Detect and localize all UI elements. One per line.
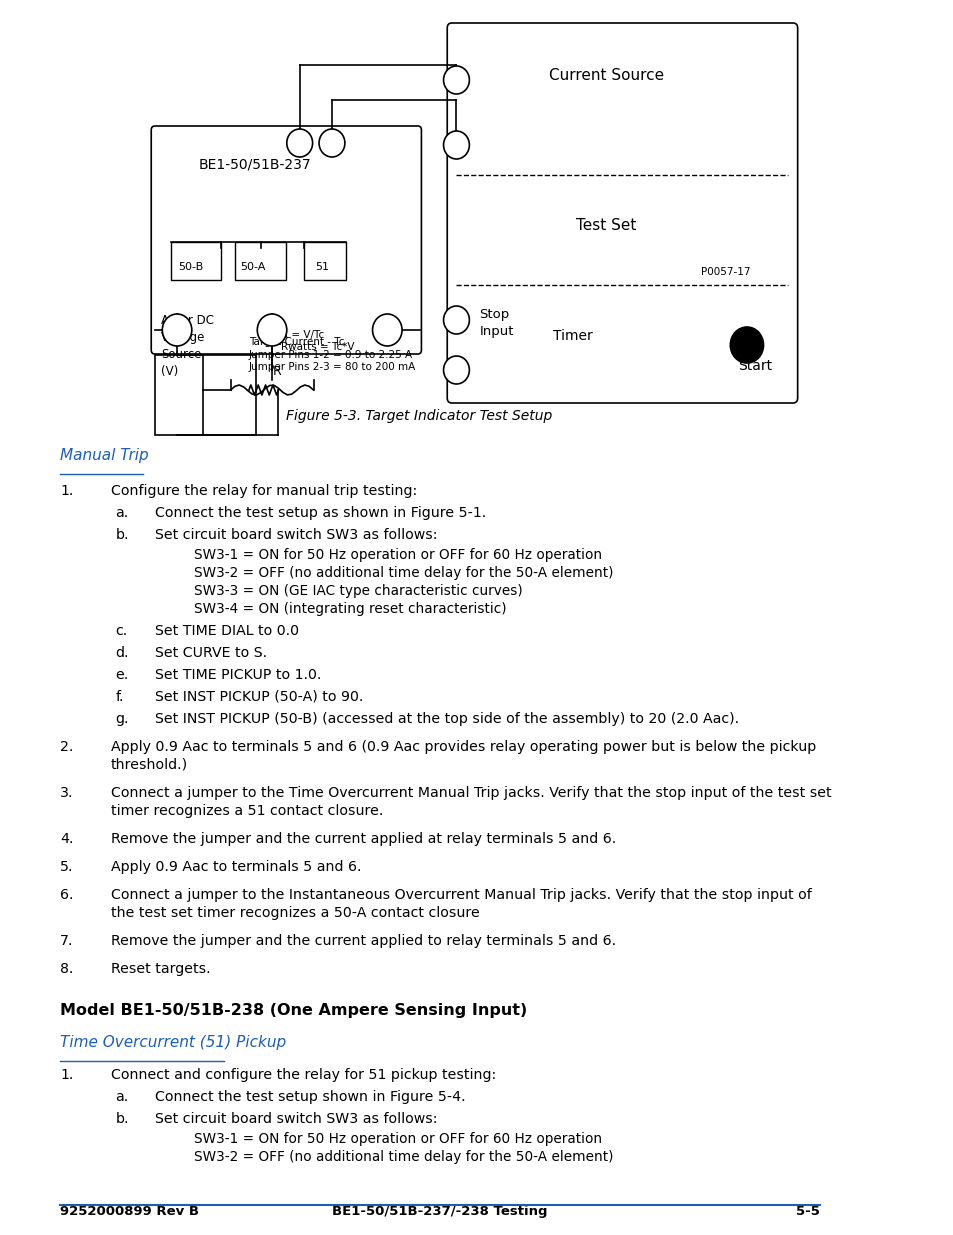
Text: Set CURVE to S.: Set CURVE to S.: [154, 646, 267, 659]
Text: Set INST PICKUP (50-A) to 90.: Set INST PICKUP (50-A) to 90.: [154, 690, 363, 704]
Circle shape: [257, 314, 287, 346]
Text: b.: b.: [115, 1112, 129, 1126]
Text: a.: a.: [115, 1091, 129, 1104]
Text: Figure 5-3. Target Indicator Test Setup: Figure 5-3. Target Indicator Test Setup: [286, 409, 552, 424]
Bar: [234, 242, 286, 280]
Circle shape: [162, 314, 192, 346]
Text: g.: g.: [115, 713, 129, 726]
Circle shape: [443, 306, 469, 333]
Text: 5: 5: [295, 137, 304, 149]
Text: BE1-50/51B-237: BE1-50/51B-237: [198, 157, 311, 170]
Text: 9252000899 Rev B: 9252000899 Rev B: [60, 1205, 199, 1218]
Text: 3.: 3.: [60, 785, 73, 800]
Text: Reset targets.: Reset targets.: [111, 962, 210, 976]
Text: 1.: 1.: [60, 484, 73, 498]
Text: 50-B: 50-B: [178, 262, 203, 272]
Text: 1: 1: [383, 324, 391, 337]
Text: Configure the relay for manual trip testing:: Configure the relay for manual trip test…: [111, 484, 416, 498]
Circle shape: [287, 128, 313, 157]
Text: P0057-17: P0057-17: [700, 267, 750, 277]
Text: R: R: [273, 366, 281, 378]
Text: Set circuit board switch SW3 as follows:: Set circuit board switch SW3 as follows:: [154, 529, 437, 542]
Circle shape: [318, 128, 345, 157]
Bar: [304, 242, 345, 280]
Circle shape: [730, 327, 762, 363]
Text: f.: f.: [115, 690, 124, 704]
Text: SW3-4 = ON (integrating reset characteristic): SW3-4 = ON (integrating reset characteri…: [193, 601, 506, 616]
Text: Current Source: Current Source: [548, 68, 663, 83]
Text: 5-5: 5-5: [795, 1205, 819, 1218]
Circle shape: [443, 131, 469, 159]
Text: Start: Start: [737, 359, 771, 373]
Text: 50-A: 50-A: [239, 262, 265, 272]
FancyBboxPatch shape: [447, 23, 797, 403]
Text: e.: e.: [115, 668, 129, 682]
Text: threshold.): threshold.): [111, 758, 188, 772]
Text: Remove the jumper and the current applied to relay terminals 5 and 6.: Remove the jumper and the current applie…: [111, 934, 615, 948]
Text: Connect a jumper to the Time Overcurrent Manual Trip jacks. Verify that the stop: Connect a jumper to the Time Overcurrent…: [111, 785, 830, 800]
Text: 2: 2: [268, 324, 276, 337]
Text: 1.: 1.: [60, 1068, 73, 1082]
Text: SW3-2 = OFF (no additional time delay for the 50-A element): SW3-2 = OFF (no additional time delay fo…: [193, 566, 613, 580]
Text: AC or DC
Voltage
Source
(V): AC or DC Voltage Source (V): [161, 314, 214, 378]
Text: Apply 0.9 Aac to terminals 5 and 6.: Apply 0.9 Aac to terminals 5 and 6.: [111, 860, 361, 874]
Text: timer recognizes a 51 contact closure.: timer recognizes a 51 contact closure.: [111, 804, 383, 818]
Text: d.: d.: [115, 646, 129, 659]
Text: Connect a jumper to the Instantaneous Overcurrent Manual Trip jacks. Verify that: Connect a jumper to the Instantaneous Ov…: [111, 888, 811, 902]
Text: a.: a.: [115, 506, 129, 520]
Text: 6.: 6.: [60, 888, 73, 902]
Text: c.: c.: [115, 624, 128, 638]
Text: Connect and configure the relay for 51 pickup testing:: Connect and configure the relay for 51 p…: [111, 1068, 496, 1082]
Circle shape: [443, 65, 469, 94]
Text: 2.: 2.: [60, 740, 73, 755]
Text: Set TIME PICKUP to 1.0.: Set TIME PICKUP to 1.0.: [154, 668, 321, 682]
Text: Stop
Input: Stop Input: [479, 308, 514, 338]
Text: 4.: 4.: [60, 832, 73, 846]
Text: Connect the test setup as shown in Figure 5-1.: Connect the test setup as shown in Figur…: [154, 506, 486, 520]
Text: Connect the test setup shown in Figure 5-4.: Connect the test setup shown in Figure 5…: [154, 1091, 465, 1104]
Text: the test set timer recognizes a 50-A contact closure: the test set timer recognizes a 50-A con…: [111, 906, 479, 920]
Text: Target Current - Tc
Jumper Pins 1-2 = 0.9 to 2.25 A
Jumper Pins 2-3 = 80 to 200 : Target Current - Tc Jumper Pins 1-2 = 0.…: [249, 337, 416, 372]
Text: Apply 0.9 Aac to terminals 5 and 6 (0.9 Aac provides relay operating power but i: Apply 0.9 Aac to terminals 5 and 6 (0.9 …: [111, 740, 815, 755]
Text: BE1-50/51B-237/-238 Testing: BE1-50/51B-237/-238 Testing: [332, 1205, 547, 1218]
Text: R = V/Tc
Rwatts = Tc*V: R = V/Tc Rwatts = Tc*V: [281, 330, 355, 352]
Bar: [171, 242, 221, 280]
Text: SW3-3 = ON (GE IAC type characteristic curves): SW3-3 = ON (GE IAC type characteristic c…: [193, 584, 522, 598]
Circle shape: [373, 314, 401, 346]
Text: Time Overcurrent (51) Pickup: Time Overcurrent (51) Pickup: [60, 1035, 286, 1050]
Text: Manual Trip: Manual Trip: [60, 448, 149, 463]
Text: Set circuit board switch SW3 as follows:: Set circuit board switch SW3 as follows:: [154, 1112, 437, 1126]
Text: Set INST PICKUP (50-B) (accessed at the top side of the assembly) to 20 (2.0 Aac: Set INST PICKUP (50-B) (accessed at the …: [154, 713, 739, 726]
FancyBboxPatch shape: [152, 126, 421, 354]
Text: Set TIME DIAL to 0.0: Set TIME DIAL to 0.0: [154, 624, 298, 638]
Text: 7.: 7.: [60, 934, 73, 948]
Text: 8.: 8.: [60, 962, 73, 976]
Text: SW3-1 = ON for 50 Hz operation or OFF for 60 Hz operation: SW3-1 = ON for 50 Hz operation or OFF fo…: [193, 548, 601, 562]
Bar: [154, 354, 256, 435]
Text: b.: b.: [115, 529, 129, 542]
Text: Model BE1-50/51B-238 (One Ampere Sensing Input): Model BE1-50/51B-238 (One Ampere Sensing…: [60, 1003, 527, 1018]
Text: SW3-2 = OFF (no additional time delay for the 50-A element): SW3-2 = OFF (no additional time delay fo…: [193, 1150, 613, 1165]
Text: Test Set: Test Set: [576, 219, 636, 233]
Text: 6: 6: [328, 137, 335, 149]
Text: Remove the jumper and the current applied at relay terminals 5 and 6.: Remove the jumper and the current applie…: [111, 832, 616, 846]
Circle shape: [443, 356, 469, 384]
Text: 51: 51: [315, 262, 329, 272]
Text: Timer: Timer: [553, 329, 593, 343]
Text: 5.: 5.: [60, 860, 73, 874]
Text: 3: 3: [173, 324, 181, 337]
Text: SW3-1 = ON for 50 Hz operation or OFF for 60 Hz operation: SW3-1 = ON for 50 Hz operation or OFF fo…: [193, 1132, 601, 1146]
